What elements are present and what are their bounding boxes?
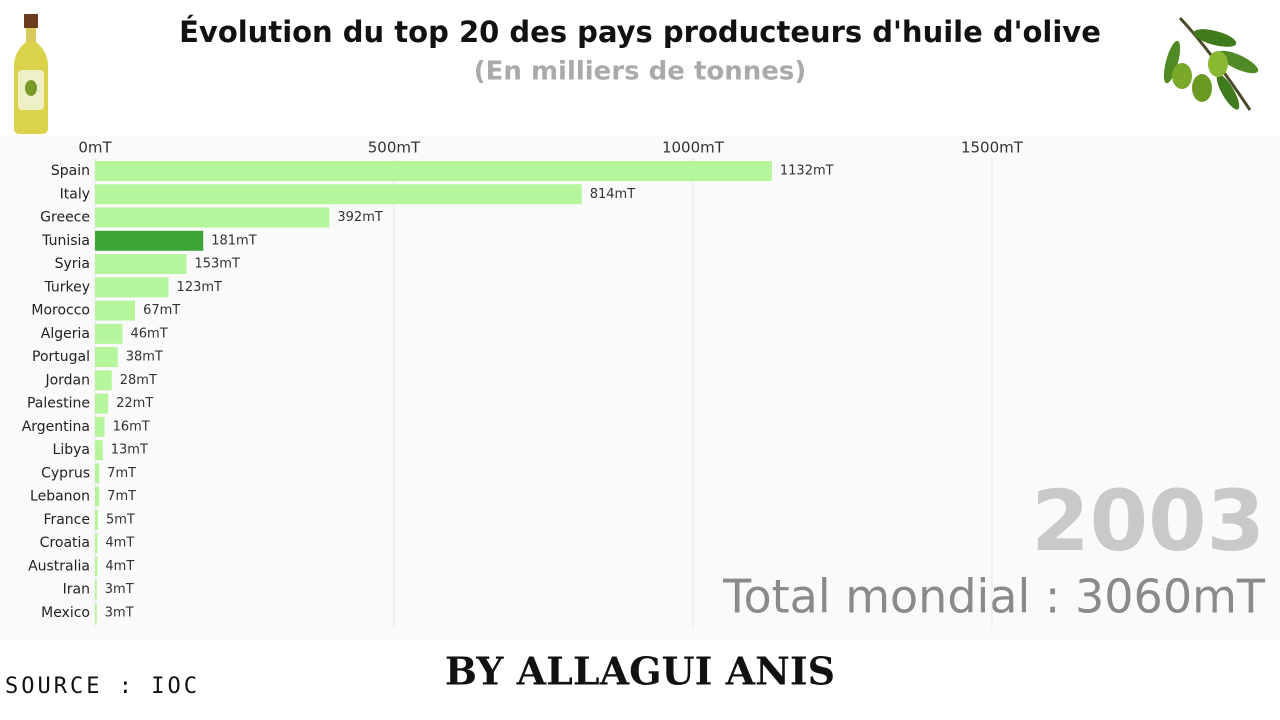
y-tick-label: Algeria — [41, 326, 90, 342]
value-label: 46mT — [131, 326, 168, 341]
bar — [95, 533, 98, 554]
y-tick-label: Portugal — [32, 349, 90, 365]
y-tick-label: Iran — [63, 582, 90, 598]
bar — [95, 254, 187, 275]
value-label: 123mT — [177, 280, 222, 295]
y-tick-label: Jordan — [44, 372, 90, 388]
value-label: 7mT — [107, 466, 136, 481]
x-tick-label: 500mT — [368, 139, 421, 157]
y-tick-label: Cyprus — [41, 465, 90, 481]
chart-subtitle: (En milliers de tonnes) — [474, 57, 807, 87]
value-label: 392mT — [337, 210, 382, 225]
y-tick-label: Spain — [51, 163, 90, 179]
value-label: 16mT — [113, 419, 150, 434]
bar — [95, 486, 100, 507]
y-tick-label: Libya — [53, 442, 90, 458]
bar — [95, 161, 772, 181]
y-tick-label: Syria — [55, 256, 90, 272]
bar — [95, 509, 98, 530]
bar — [95, 347, 118, 368]
value-label: 1132mT — [780, 164, 834, 179]
bottle-icon — [14, 14, 48, 134]
value-label: 13mT — [111, 443, 148, 458]
bar — [95, 463, 100, 484]
y-tick-label: Turkey — [43, 279, 90, 295]
value-label: 28mT — [120, 373, 157, 388]
value-label: 814mT — [590, 187, 635, 202]
y-tick-label: Italy — [60, 186, 90, 202]
chart-title: Évolution du top 20 des pays producteurs… — [179, 15, 1101, 49]
y-tick-label: Greece — [40, 210, 90, 226]
bar — [95, 277, 169, 298]
bar — [95, 416, 105, 437]
bar — [95, 602, 97, 623]
bar — [95, 300, 136, 321]
value-label: 181mT — [211, 233, 256, 248]
y-tick-label: France — [43, 512, 90, 528]
bar — [95, 230, 204, 251]
value-label: 4mT — [105, 559, 134, 574]
bar — [95, 440, 103, 461]
y-tick-label: Morocco — [31, 303, 90, 319]
x-tick-label: 0mT — [78, 139, 112, 157]
value-label: 38mT — [126, 350, 163, 365]
bar — [95, 370, 112, 391]
bar — [95, 184, 582, 205]
olive-branch-icon — [1163, 16, 1259, 111]
value-label: 153mT — [194, 257, 239, 272]
x-tick-label: 1000mT — [662, 139, 725, 157]
x-tick-label: 1500mT — [961, 139, 1024, 157]
y-tick-label: Palestine — [27, 396, 90, 412]
bar — [95, 393, 109, 414]
bar — [95, 556, 98, 577]
total-label: Total mondial : 3060mT — [722, 570, 1266, 624]
value-label: 5mT — [106, 512, 135, 527]
bar — [95, 579, 97, 600]
value-label: 3mT — [105, 605, 134, 620]
source: SOURCE : IOC — [5, 674, 200, 699]
bar — [95, 207, 330, 228]
y-tick-label: Argentina — [22, 419, 90, 435]
y-tick-label: Australia — [28, 558, 90, 574]
value-label: 22mT — [116, 396, 153, 411]
y-tick-label: Mexico — [41, 605, 90, 621]
value-label: 4mT — [105, 536, 134, 551]
credit: BY ALLAGUI ANIS — [445, 649, 835, 694]
value-label: 3mT — [105, 582, 134, 597]
y-tick-label: Croatia — [40, 535, 90, 551]
bar — [95, 323, 123, 344]
value-label: 7mT — [107, 489, 136, 504]
value-label: 67mT — [143, 303, 180, 318]
year-label: 2003 — [1031, 472, 1265, 570]
y-tick-label: Tunisia — [41, 233, 90, 249]
y-tick-label: Lebanon — [30, 489, 90, 505]
